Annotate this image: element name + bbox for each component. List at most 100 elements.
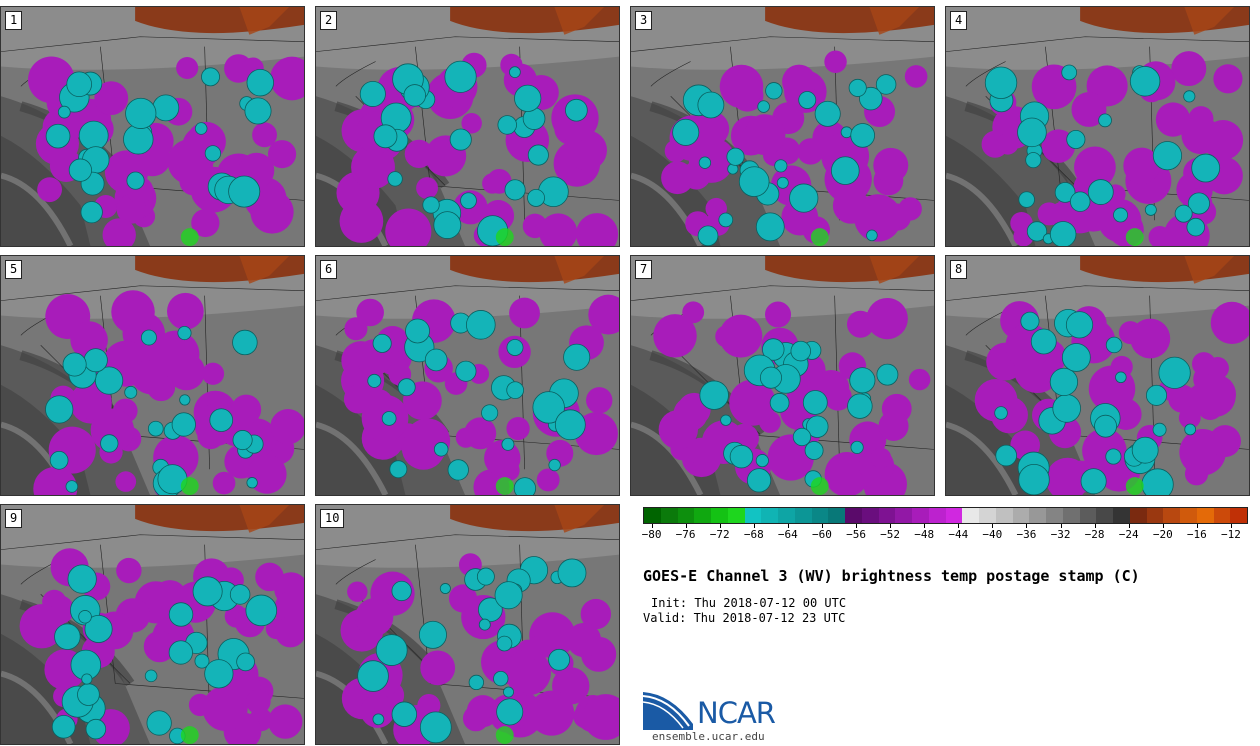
colorbar-segment (1146, 508, 1164, 523)
colorbar-tick-label: −20 (1152, 528, 1173, 541)
colorbar-tick-label: −56 (846, 528, 866, 541)
colorbar-tick-label: −28 (1084, 528, 1105, 541)
map-panel: 8 (945, 255, 1250, 496)
ncar-logo-icon (643, 692, 693, 730)
figure-title: GOES-E Channel 3 (WV) brightness temp po… (643, 567, 1140, 585)
ncar-wordmark: NCAR (697, 696, 776, 730)
colorbar-tick-label: −44 (948, 528, 969, 541)
colorbar-tick (958, 524, 960, 528)
colorbar-ticks: −80 −76 −72 −68 −64 −60 −56 −52 −48 −44 −40 −36 −32−… (641, 524, 1248, 546)
colorbar-segment (1196, 508, 1214, 523)
colorbar-segment (861, 508, 879, 523)
colorbar-segment (694, 508, 711, 523)
colorbar-segment (711, 508, 728, 523)
colorbar-tick (753, 524, 755, 528)
colorbar-segment (778, 508, 795, 523)
colorbar-tick-label: −40 (982, 528, 1003, 541)
colorbar-segment (1046, 508, 1063, 523)
map-panel: 1 (0, 6, 305, 247)
panel-label: 4 (950, 11, 968, 30)
panel-label: 3 (635, 11, 653, 30)
panel-label: 5 (5, 260, 23, 279)
colorbar-tick-label: −12 (1221, 528, 1241, 541)
ncar-url: ensemble.ucar.edu (652, 730, 765, 743)
colorbar-segment (1012, 508, 1030, 523)
colorbar-tick (890, 524, 892, 528)
colorbar-segment (1029, 508, 1046, 523)
colorbar-tick (924, 524, 926, 528)
colorbar-segment (945, 508, 963, 523)
map-panel: 5 (0, 255, 305, 496)
colorbar-segment (677, 508, 695, 523)
panel-label: 10 (320, 509, 345, 528)
colorbar-tick (1026, 524, 1028, 528)
colorbar-tick-label: −68 (743, 528, 764, 541)
map-panel: 10 (315, 504, 620, 745)
colorbar-tick (651, 524, 653, 528)
map-panel: 6 (315, 255, 620, 496)
colorbar-segment (1163, 508, 1180, 523)
colorbar-segment (895, 508, 912, 523)
colorbar-segment (928, 508, 946, 523)
colorbar-tick-label: −36 (1016, 528, 1037, 541)
map-panel: 9 (0, 504, 305, 745)
colorbar-tick (787, 524, 789, 528)
colorbar-tick (1094, 524, 1096, 528)
colorbar-tick (1128, 524, 1130, 528)
panel-label: 2 (320, 11, 338, 30)
colorbar-tick (992, 524, 994, 528)
colorbar-tick (856, 524, 858, 528)
colorbar-tick-label: −64 (777, 528, 798, 541)
map-panel: 7 (630, 255, 935, 496)
colorbar-segment (644, 508, 661, 523)
colorbar-segment (962, 508, 979, 523)
colorbar-segment (761, 508, 778, 523)
map-panel: 3 (630, 6, 935, 247)
colorbar-segment (794, 508, 812, 523)
map-panel: 2 (315, 6, 620, 247)
colorbar-tick-label: −60 (812, 528, 832, 541)
colorbar-segment (744, 508, 762, 523)
colorbar-tick-label: −76 (675, 528, 696, 541)
colorbar-segment (979, 508, 996, 523)
colorbar-segment (1213, 508, 1231, 523)
colorbar-segment (1113, 508, 1130, 523)
colorbar-segment (845, 508, 862, 523)
colorbar-segment (1096, 508, 1113, 523)
colorbar-segment (1079, 508, 1097, 523)
colorbar-segment (912, 508, 929, 523)
colorbar-tick-label: −16 (1186, 528, 1207, 541)
colorbar (643, 507, 1248, 524)
colorbar-tick-label: −72 (709, 528, 730, 541)
colorbar-tick (1162, 524, 1164, 528)
map-panel: 4 (945, 6, 1250, 247)
colorbar-tick (1230, 524, 1232, 528)
colorbar-tick (719, 524, 721, 528)
valid-time: Valid: Thu 2018-07-12 23 UTC (643, 611, 846, 625)
panel-label: 6 (320, 260, 338, 279)
colorbar-tick-label: −32 (1050, 528, 1071, 541)
colorbar-tick (821, 524, 823, 528)
colorbar-segment (828, 508, 845, 523)
panel-label: 8 (950, 260, 968, 279)
colorbar-segment (878, 508, 896, 523)
colorbar-segment (811, 508, 829, 523)
colorbar-tick-label: −80 (641, 528, 662, 541)
colorbar-segment (660, 508, 678, 523)
panel-label: 7 (635, 260, 653, 279)
colorbar-segment (1129, 508, 1147, 523)
panel-label: 1 (5, 11, 23, 30)
colorbar-tick-label: −52 (880, 528, 901, 541)
colorbar-segment (727, 508, 745, 523)
panel-label: 9 (5, 509, 23, 528)
colorbar-tick-label: −24 (1118, 528, 1139, 541)
colorbar-tick (685, 524, 687, 528)
colorbar-segment (1180, 508, 1197, 523)
colorbar-tick (1196, 524, 1198, 528)
colorbar-tick (1060, 524, 1062, 528)
colorbar-tick-label: −48 (914, 528, 935, 541)
colorbar-segment (995, 508, 1013, 523)
colorbar-segment (1062, 508, 1080, 523)
init-time: Init: Thu 2018-07-12 00 UTC (651, 596, 847, 610)
colorbar-segment (1230, 508, 1247, 523)
